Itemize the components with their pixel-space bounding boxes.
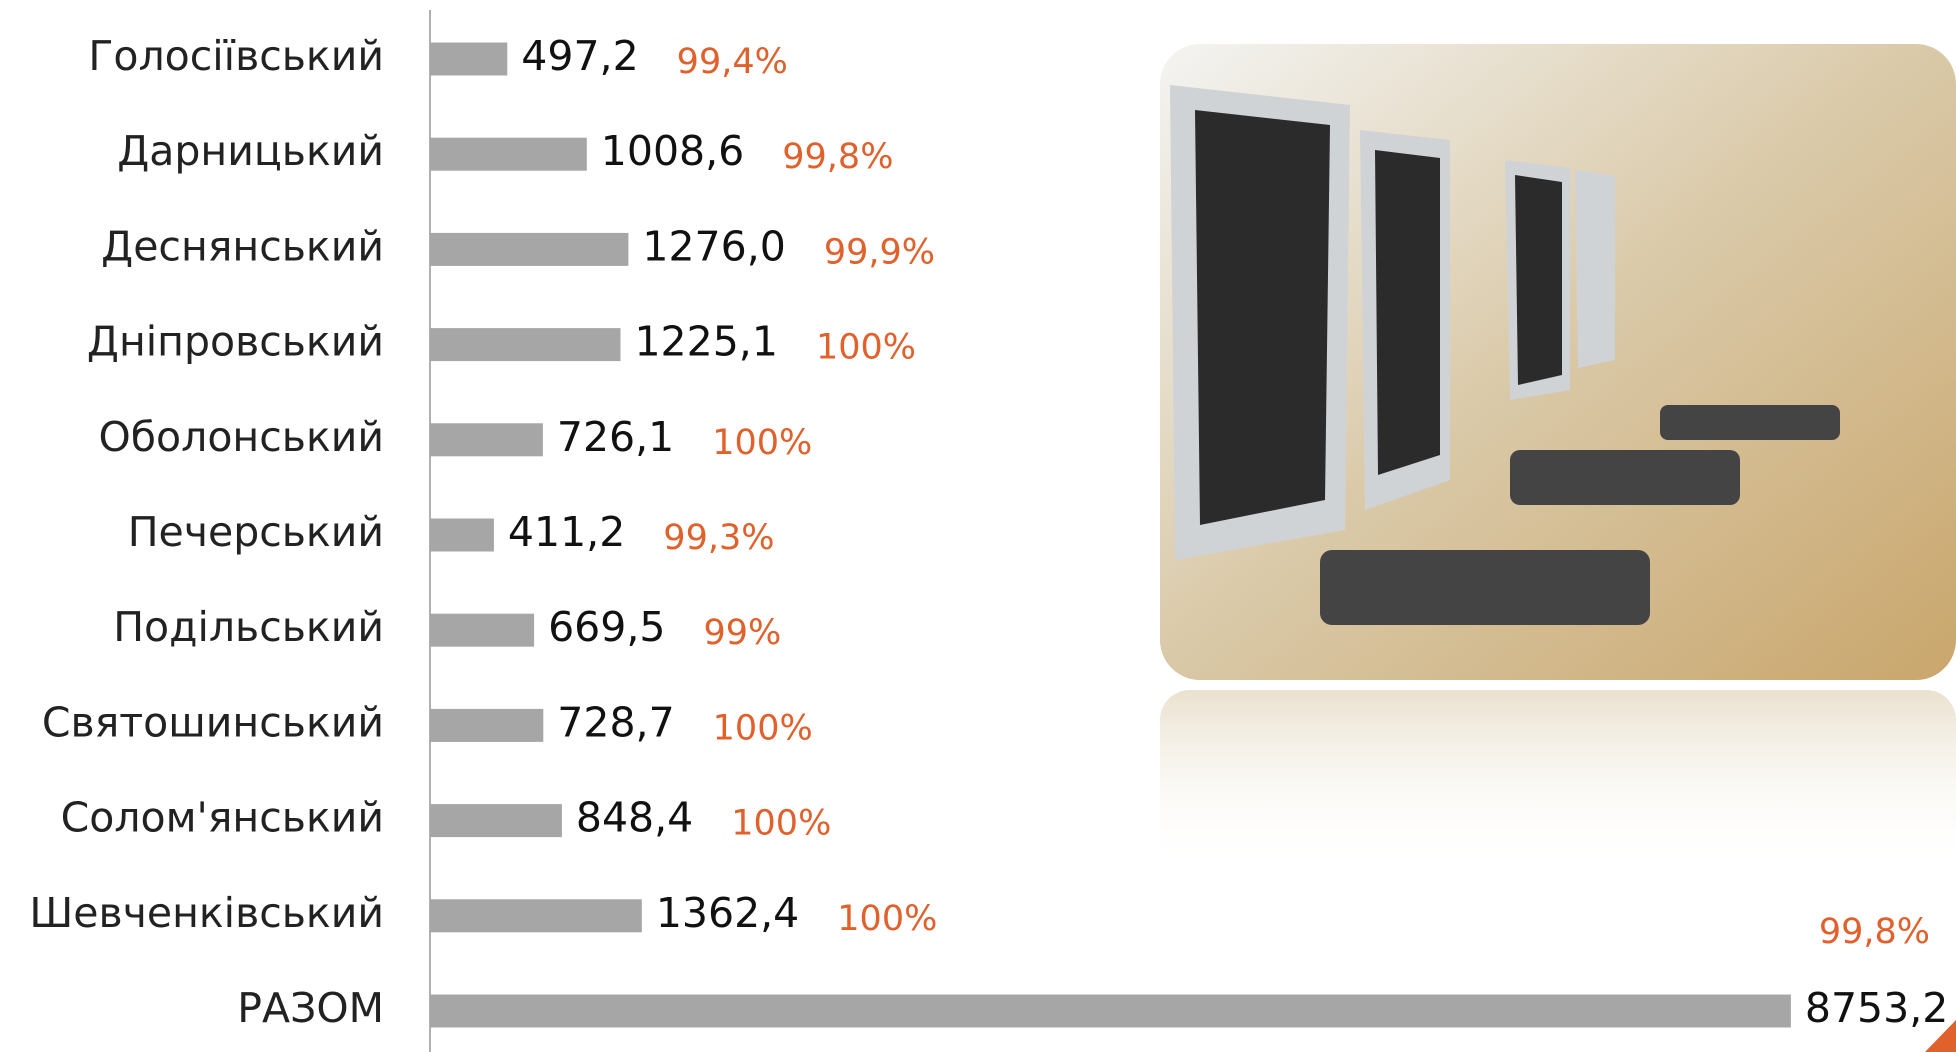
monitors [1170,85,1840,625]
bar [430,42,508,76]
percent-label: 99,8% [1819,912,1930,952]
category-label: Шевченківський [29,889,384,937]
bar [430,899,642,933]
value-label: 8753,2 [1805,984,1948,1032]
percent-label: 99,9% [824,232,935,272]
category-label: Дарницький [117,127,384,175]
bar [430,708,544,742]
category-label: Деснянський [101,222,384,270]
bar [430,518,494,552]
photo-reflection [1160,690,1956,870]
bar [430,137,587,171]
percent-label: 99,4% [677,42,788,82]
corner-mark [1925,1020,1956,1052]
category-label: РАЗОМ [237,984,384,1032]
value-label: 848,4 [576,794,693,842]
category-label: Дніпровський [87,318,384,366]
percent-label: 100% [731,804,831,844]
bar [430,804,562,838]
bar [430,328,621,362]
value-label: 728,7 [557,698,674,746]
percent-label: 99% [703,613,781,653]
photo [1160,44,1956,870]
value-label: 1225,1 [634,318,777,366]
category-label: Печерський [128,508,384,556]
value-label: 1362,4 [656,889,799,937]
bar [430,423,543,457]
percent-label: 100% [816,328,916,368]
category-label: Святошинський [42,698,384,746]
category-label: Подільський [113,603,384,651]
percent-label: 100% [712,423,812,463]
category-label: Оболонський [99,413,385,461]
percent-label: 99,8% [782,137,893,177]
value-label: 669,5 [548,603,665,651]
category-label: Солом'янський [61,794,384,842]
value-label: 497,2 [521,32,638,80]
value-label: 1276,0 [642,222,785,270]
bar [430,994,1791,1028]
value-label: 411,2 [508,508,625,556]
bar [430,613,535,647]
percent-label: 100% [837,899,937,939]
bar [430,232,629,266]
value-label: 726,1 [557,413,674,461]
percent-label: 99,3% [663,518,774,558]
percent-label: 100% [713,708,813,748]
category-label: Голосіївський [88,32,384,80]
value-label: 1008,6 [601,127,744,175]
